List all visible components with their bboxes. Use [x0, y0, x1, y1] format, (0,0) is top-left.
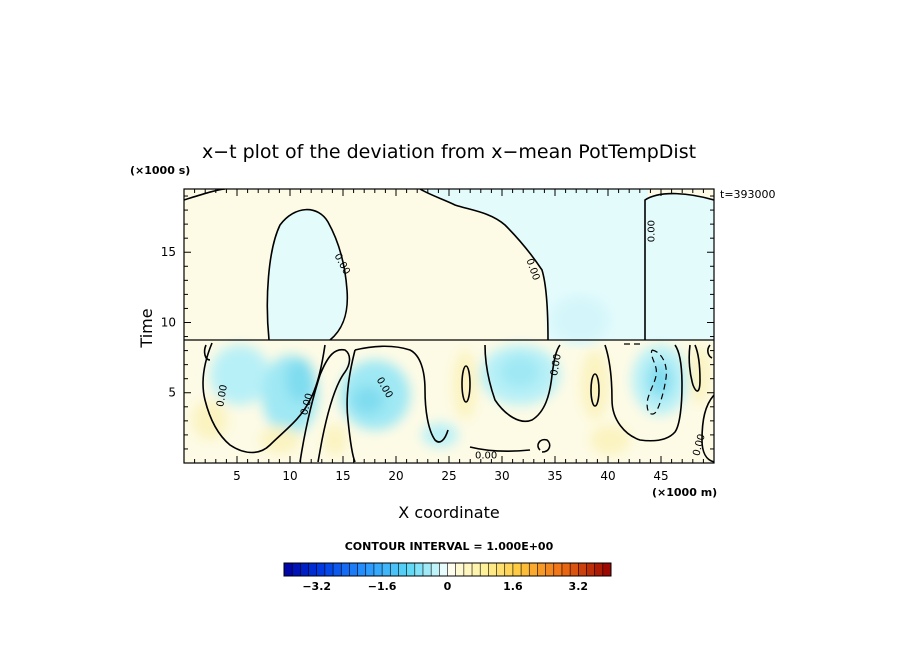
x-tick-label: 45 — [653, 469, 668, 483]
colorbar-tick-label: 1.6 — [503, 580, 523, 593]
colorbar-swatch — [324, 563, 334, 576]
colorbar-swatch — [292, 563, 301, 576]
contour-label: 0.00 — [475, 451, 497, 462]
colorbar-swatch — [480, 563, 489, 576]
colorbar-swatch — [504, 563, 514, 576]
colorbar-tick-label: −1.6 — [368, 580, 397, 593]
x-tick-label: 20 — [388, 469, 403, 483]
colorbar-swatch — [439, 563, 448, 576]
y-unit-label: (×1000 s) — [130, 164, 190, 177]
field-upper-faint — [550, 295, 610, 345]
colorbar-tick-label: 3.2 — [569, 580, 589, 593]
colorbar-swatch — [333, 563, 342, 576]
field-lower-blobs — [192, 345, 710, 456]
colorbar-swatch — [316, 563, 326, 576]
contour-label-text: 0.00 — [549, 353, 564, 377]
x-axis-label: X coordinate — [398, 503, 499, 522]
x-tick-label: 5 — [233, 469, 241, 483]
colorbar-swatch — [521, 563, 530, 576]
tick-layer: 5 10 15 20 25 30 35 40 45 5 10 15 — [161, 189, 714, 483]
negative-contour-dashed — [646, 349, 667, 415]
colorbar-swatch — [300, 563, 309, 576]
contour-label: 0.00 — [215, 384, 230, 408]
colorbar-swatch — [545, 563, 555, 576]
colorbar-swatch — [496, 563, 506, 576]
colorbar-swatch — [357, 563, 367, 576]
x-tick-label: 25 — [441, 469, 456, 483]
colorbar-swatch — [553, 563, 563, 576]
colorbar-swatch — [537, 563, 546, 576]
colorbar-swatch — [365, 563, 375, 576]
colorbar-swatch — [570, 563, 579, 576]
colorbar-tick-label: 0 — [444, 580, 452, 593]
colorbar: −3.2 −1.6 0 1.6 3.2 — [283, 562, 612, 593]
contour-label: 0.00 — [646, 220, 657, 242]
colorbar-swatch — [561, 563, 571, 576]
field-upper-negative-right — [420, 189, 714, 340]
time-stamp: t=393000 — [720, 188, 776, 201]
colorbar-swatch — [455, 563, 465, 576]
contour-label-text: 0.00 — [646, 220, 657, 242]
x-tick-label: 10 — [282, 469, 297, 483]
chart-title: x−t plot of the deviation from x−mean Po… — [202, 141, 696, 163]
x-unit-label: (×1000 m) — [652, 486, 717, 499]
contour-label-text: 0.00 — [215, 384, 230, 408]
contour-label: 0.00 — [549, 353, 564, 377]
contour-label-text: 0.00 — [475, 451, 497, 462]
contour-interval-text: CONTOUR INTERVAL = 1.000E+00 — [345, 540, 554, 553]
y-axis-label: Time — [137, 308, 156, 348]
colorbar-swatch — [373, 563, 383, 576]
colorbar-swatch — [341, 563, 350, 576]
colorbar-swatch — [349, 563, 358, 576]
colorbar-swatch — [382, 563, 391, 576]
colorbar-swatch — [472, 563, 481, 576]
colorbar-swatch — [594, 563, 604, 576]
x-tick-label: 40 — [600, 469, 615, 483]
colorbar-tick-label: −3.2 — [302, 580, 331, 593]
colorbar-swatch — [512, 563, 522, 576]
field-upper-negative-left — [267, 209, 348, 340]
colorbar-swatch — [447, 563, 456, 576]
colorbar-swatch — [578, 563, 587, 576]
x-tick-label: 30 — [494, 469, 509, 483]
y-tick-label: 10 — [161, 315, 176, 329]
y-tick-label: 5 — [168, 386, 176, 400]
colorbar-swatch — [431, 563, 440, 576]
x-tick-label: 35 — [547, 469, 562, 483]
colorbar-swatch — [422, 563, 432, 576]
colorbar-swatch — [586, 563, 595, 576]
colorbar-swatch — [414, 563, 424, 576]
x-tick-label: 15 — [335, 469, 350, 483]
y-tick-label: 15 — [161, 245, 176, 259]
colorbar-swatch — [406, 563, 416, 576]
colorbar-swatch — [284, 563, 293, 576]
colorbar-swatch — [488, 563, 497, 576]
colorbar-swatch — [390, 563, 399, 576]
colorbar-swatch — [529, 563, 538, 576]
colorbar-swatch — [602, 563, 612, 576]
colorbar-swatch — [463, 563, 473, 576]
colorbar-swatch — [398, 563, 407, 576]
colorbar-swatch — [308, 563, 317, 576]
plot-area: 0.00 0.000.000.000.000.000.000.000.00 — [184, 189, 714, 463]
colorbar-frame — [283, 562, 612, 577]
